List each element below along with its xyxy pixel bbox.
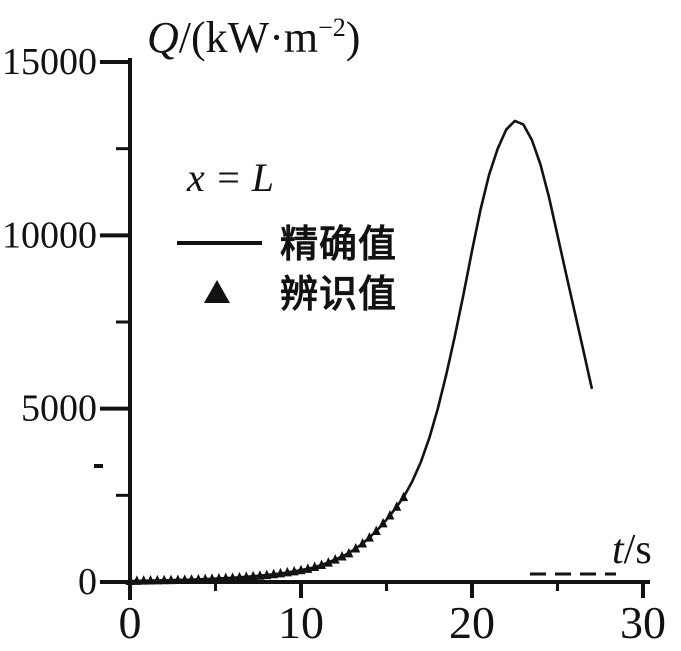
x-tick-label: 30 [620,597,666,648]
identified-value-point [146,575,156,585]
y-axis-title-exponent: −2 [318,13,346,42]
identified-value-point [378,517,388,528]
identified-value-point [269,568,279,579]
axes-group [100,58,650,600]
identified-value-point [323,557,333,567]
identified-value-point [310,561,320,572]
x-axis-title-symbol: t [612,527,625,573]
identified-value-point [399,491,409,502]
identified-value-point [371,525,381,536]
identified-value-point [255,570,265,580]
identified-value-point [125,575,135,585]
identified-value-point [193,573,203,584]
y-axis-title-close: ) [346,13,361,62]
identified-value-point [275,567,285,578]
identified-value-point [282,566,292,577]
identified-value-point [337,550,347,561]
y-tick-label: 5000 [21,388,97,430]
y-axis-title-symbol: Q [147,13,179,62]
ticks-group [100,60,645,598]
identified-value-point [296,564,306,575]
y-tick-label: 15000 [2,41,97,83]
identified-value-point [180,574,190,584]
identified-value-point [317,559,327,569]
legend-triangle-marker [204,280,230,303]
identified-value-point [207,573,217,583]
identified-value-point [200,573,210,584]
annotation-x-equals-L: x = L [186,155,274,200]
identified-value-point [228,572,238,582]
identified-value-point [187,574,197,584]
identified-value-point [262,569,272,580]
legend: 精确值 辨识值 [177,222,397,316]
identified-value-point [248,570,258,581]
identified-value-point [214,573,224,583]
identified-value-point [358,538,368,548]
identified-value-point [330,554,340,564]
tick-labels-group: 0 5000 10000 15000 0 10 20 30 [2,41,666,648]
identified-value-point [344,547,354,558]
identified-value-point [364,532,374,542]
identified-value-point [392,501,402,511]
series-group [125,119,593,585]
identified-value-point [132,575,142,585]
identified-value-point [166,574,176,585]
identified-value-point [139,575,149,585]
scan-noise-mark [94,464,103,468]
identified-value-point [303,563,313,573]
x-tick-label: 10 [278,597,324,648]
identified-value-point [351,543,361,553]
y-axis-title-units: /(kW·m [179,13,318,62]
y-tick-label: 0 [78,561,97,603]
identified-value-point [289,565,299,576]
identified-value-point [385,509,395,520]
y-tick-label: 10000 [2,214,97,256]
identified-value-point [221,572,231,583]
identified-value-point [152,574,162,585]
identified-value-point [173,574,183,584]
identified-value-point [241,571,251,581]
legend-label-identified: 辨识值 [280,272,397,316]
x-axis-title: t/s [612,527,652,573]
legend-label-exact: 精确值 [280,222,397,266]
identified-value-point [159,574,169,585]
x-tick-label: 20 [449,597,495,648]
y-axis-title: Q/(kW·m−2) [147,13,360,62]
x-axis-title-units: /s [624,527,652,573]
x-tick-label: 0 [119,597,142,648]
identified-value-point [234,571,244,582]
